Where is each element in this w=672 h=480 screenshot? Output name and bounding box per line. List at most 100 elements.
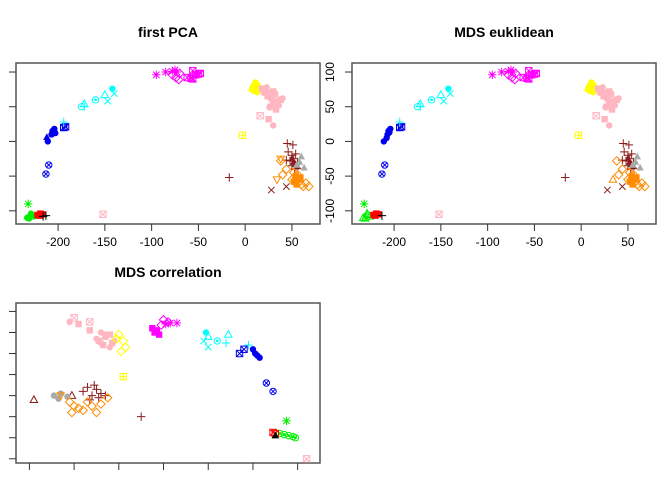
point-marker (235, 349, 244, 358)
data-point (509, 74, 520, 85)
point-marker (270, 100, 277, 107)
data-point (303, 181, 314, 192)
data-point (588, 79, 595, 86)
x-tick-label: -200 (382, 235, 406, 249)
point-marker (252, 79, 259, 86)
point-marker (613, 169, 624, 180)
point-marker (611, 102, 619, 109)
data-point (263, 84, 270, 91)
data-point (627, 149, 636, 159)
point-marker (87, 391, 97, 400)
point-marker (161, 67, 170, 77)
data-point (78, 405, 88, 416)
point-marker (379, 171, 385, 177)
point-marker (397, 123, 406, 131)
data-point (611, 102, 619, 109)
data-point (52, 129, 59, 137)
point-marker (239, 131, 246, 139)
point-marker (102, 392, 113, 403)
point-marker (94, 98, 97, 102)
data-point (42, 170, 50, 178)
point-marker (525, 67, 533, 75)
point-marker (166, 318, 175, 328)
point-marker (113, 329, 124, 340)
point-marker (168, 67, 177, 76)
data-point (293, 181, 300, 188)
data-point (155, 331, 163, 338)
point-marker (435, 210, 443, 218)
point-marker (497, 67, 506, 77)
point-marker (292, 161, 301, 168)
point-marker (275, 155, 286, 166)
point-marker (509, 74, 520, 85)
point-marker (50, 392, 58, 399)
data-point (27, 210, 35, 217)
data-point (91, 96, 100, 104)
point-marker (639, 181, 650, 192)
data-point (104, 97, 112, 105)
data-point (73, 403, 84, 414)
point-marker (116, 346, 126, 357)
point-marker (436, 89, 446, 99)
point-marker (427, 96, 436, 104)
plot-frame (15, 302, 321, 464)
data-points (23, 65, 314, 222)
x-tick-label: -150 (429, 235, 453, 249)
point-marker (61, 123, 70, 131)
point-marker (636, 163, 644, 171)
point-marker (215, 339, 219, 343)
data-point (628, 172, 635, 180)
point-marker (155, 331, 163, 338)
point-marker (592, 112, 600, 120)
data-point (94, 393, 103, 402)
point-marker (532, 69, 540, 78)
point-marker (104, 97, 112, 105)
data-point (594, 85, 602, 92)
point-marker (303, 455, 311, 463)
point-marker (270, 122, 277, 129)
data-point (427, 96, 436, 104)
data-point (435, 210, 443, 218)
point-marker (25, 215, 33, 222)
point-marker (196, 69, 204, 78)
data-point (592, 112, 600, 120)
data-point (275, 102, 283, 109)
data-point (87, 391, 97, 400)
x-tick-label: 50 (285, 235, 299, 249)
data-points (358, 65, 650, 222)
point-marker (377, 211, 387, 220)
data-point (272, 176, 282, 185)
point-marker (102, 333, 109, 340)
data-point (291, 149, 300, 159)
point-marker (488, 70, 497, 79)
point-marker (86, 318, 94, 326)
point-marker (96, 389, 106, 398)
point-marker (70, 314, 78, 322)
point-marker (282, 182, 290, 191)
point-marker (258, 85, 266, 92)
point-marker (600, 93, 607, 100)
point-marker (415, 98, 425, 108)
point-marker (603, 186, 611, 194)
data-point (262, 379, 271, 387)
point-marker (283, 139, 292, 148)
axis-ticks (9, 310, 299, 470)
point-marker (584, 86, 591, 93)
data-point (111, 333, 122, 344)
point-marker (285, 431, 293, 440)
data-point (633, 174, 640, 181)
point-marker (196, 69, 204, 77)
data-point (629, 181, 636, 188)
data-point (603, 186, 611, 194)
data-point (596, 89, 604, 97)
point-marker (173, 74, 184, 85)
point-marker (435, 210, 443, 218)
data-point (360, 213, 370, 222)
point-marker (619, 139, 628, 148)
data-point (45, 161, 53, 169)
point-marker (277, 169, 288, 180)
point-marker (588, 79, 595, 86)
point-marker (266, 89, 273, 97)
data-point (258, 85, 266, 92)
point-marker (263, 380, 269, 386)
